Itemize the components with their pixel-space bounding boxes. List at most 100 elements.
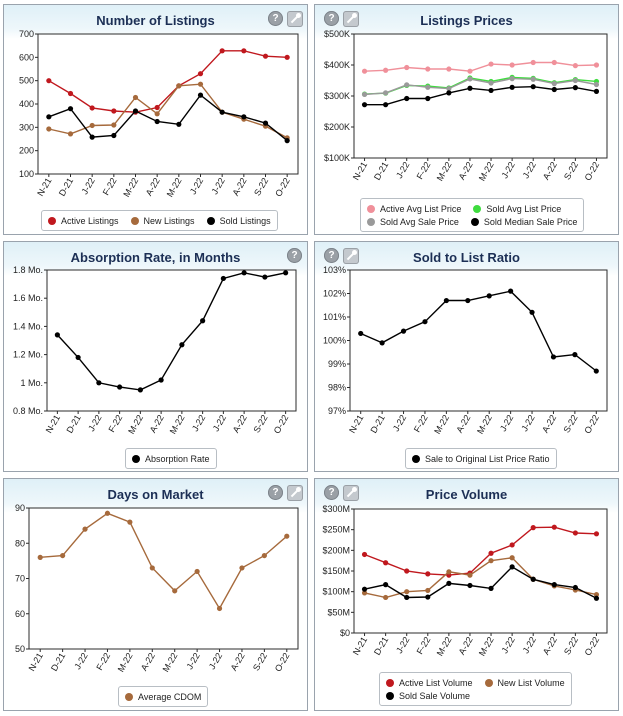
legend-item[interactable]: Active Avg List Price: [367, 202, 461, 215]
data-point[interactable]: [404, 568, 410, 574]
data-point[interactable]: [446, 66, 452, 72]
data-point[interactable]: [446, 580, 452, 586]
data-point[interactable]: [467, 582, 473, 589]
data-point[interactable]: [488, 80, 494, 86]
data-point[interactable]: [488, 87, 494, 94]
data-point[interactable]: [241, 114, 247, 120]
data-point[interactable]: [361, 68, 368, 74]
data-point[interactable]: [197, 92, 204, 98]
data-point[interactable]: [529, 309, 535, 315]
data-point[interactable]: [425, 95, 431, 102]
data-point[interactable]: [404, 82, 410, 88]
data-point[interactable]: [154, 104, 160, 111]
data-point[interactable]: [216, 605, 223, 612]
data-point[interactable]: [572, 584, 578, 591]
data-point[interactable]: [89, 105, 95, 111]
settings-icon[interactable]: [287, 11, 303, 27]
data-point[interactable]: [551, 524, 557, 530]
data-point[interactable]: [132, 108, 139, 114]
data-point[interactable]: [572, 530, 578, 536]
data-point[interactable]: [593, 595, 600, 601]
data-point[interactable]: [572, 85, 578, 91]
data-point[interactable]: [67, 106, 74, 112]
data-point[interactable]: [383, 67, 389, 73]
data-point[interactable]: [361, 551, 368, 558]
data-point[interactable]: [509, 555, 515, 561]
data-point[interactable]: [467, 85, 473, 91]
data-point[interactable]: [488, 61, 494, 67]
data-point[interactable]: [111, 132, 117, 139]
data-point[interactable]: [96, 380, 102, 386]
legend-item[interactable]: New Listings: [130, 214, 195, 227]
data-point[interactable]: [593, 88, 600, 94]
data-point[interactable]: [404, 95, 410, 102]
data-point[interactable]: [383, 102, 389, 108]
data-point[interactable]: [197, 81, 204, 87]
help-icon[interactable]: ?: [268, 485, 283, 500]
data-point[interactable]: [404, 589, 410, 595]
data-point[interactable]: [284, 533, 290, 539]
data-point[interactable]: [262, 274, 268, 280]
data-point[interactable]: [404, 594, 410, 601]
data-point[interactable]: [486, 293, 492, 299]
data-point[interactable]: [425, 587, 431, 594]
data-point[interactable]: [361, 586, 368, 592]
data-point[interactable]: [551, 59, 557, 66]
data-point[interactable]: [509, 76, 515, 82]
legend-item[interactable]: Average CDOM: [125, 690, 201, 703]
data-point[interactable]: [361, 102, 368, 108]
data-point[interactable]: [284, 138, 290, 144]
data-point[interactable]: [551, 81, 557, 87]
legend-item[interactable]: New List Volume: [484, 676, 565, 689]
data-point[interactable]: [194, 568, 200, 575]
data-point[interactable]: [446, 85, 452, 92]
data-point[interactable]: [111, 122, 117, 128]
data-point[interactable]: [132, 94, 139, 101]
settings-icon[interactable]: [343, 485, 359, 501]
data-point[interactable]: [509, 542, 515, 548]
data-point[interactable]: [67, 90, 74, 97]
data-point[interactable]: [572, 63, 578, 69]
help-icon[interactable]: ?: [324, 248, 339, 263]
data-point[interactable]: [117, 384, 123, 390]
data-point[interactable]: [219, 48, 225, 54]
data-point[interactable]: [358, 330, 364, 337]
data-point[interactable]: [158, 377, 164, 383]
data-point[interactable]: [383, 560, 389, 566]
data-point[interactable]: [89, 134, 95, 140]
data-point[interactable]: [551, 582, 557, 588]
data-point[interactable]: [550, 354, 557, 360]
data-point[interactable]: [593, 62, 600, 68]
help-icon[interactable]: ?: [324, 11, 339, 26]
data-point[interactable]: [149, 565, 155, 571]
data-point[interactable]: [530, 59, 536, 66]
data-point[interactable]: [530, 76, 536, 82]
data-point[interactable]: [404, 64, 410, 71]
data-point[interactable]: [509, 62, 515, 68]
data-point[interactable]: [361, 590, 368, 596]
legend-item[interactable]: Active List Volume: [386, 676, 473, 689]
data-point[interactable]: [197, 71, 204, 77]
data-point[interactable]: [154, 111, 160, 117]
legend-item[interactable]: Sold Median Sale Price: [470, 215, 577, 228]
data-point[interactable]: [551, 86, 557, 93]
data-point[interactable]: [425, 66, 431, 72]
data-point[interactable]: [60, 552, 66, 559]
data-point[interactable]: [509, 84, 515, 90]
data-point[interactable]: [530, 84, 536, 90]
data-point[interactable]: [467, 68, 473, 74]
data-point[interactable]: [572, 77, 578, 84]
settings-icon[interactable]: [287, 485, 303, 501]
settings-icon[interactable]: [343, 248, 359, 264]
data-point[interactable]: [379, 340, 385, 346]
legend-item[interactable]: Sold Avg Sale Price: [367, 215, 459, 228]
data-point[interactable]: [172, 588, 178, 594]
help-icon[interactable]: ?: [268, 11, 283, 26]
data-point[interactable]: [111, 108, 117, 114]
data-point[interactable]: [54, 332, 60, 338]
data-point[interactable]: [219, 109, 225, 115]
data-point[interactable]: [572, 352, 578, 358]
data-point[interactable]: [179, 342, 185, 348]
data-point[interactable]: [176, 121, 182, 127]
data-point[interactable]: [261, 552, 267, 559]
